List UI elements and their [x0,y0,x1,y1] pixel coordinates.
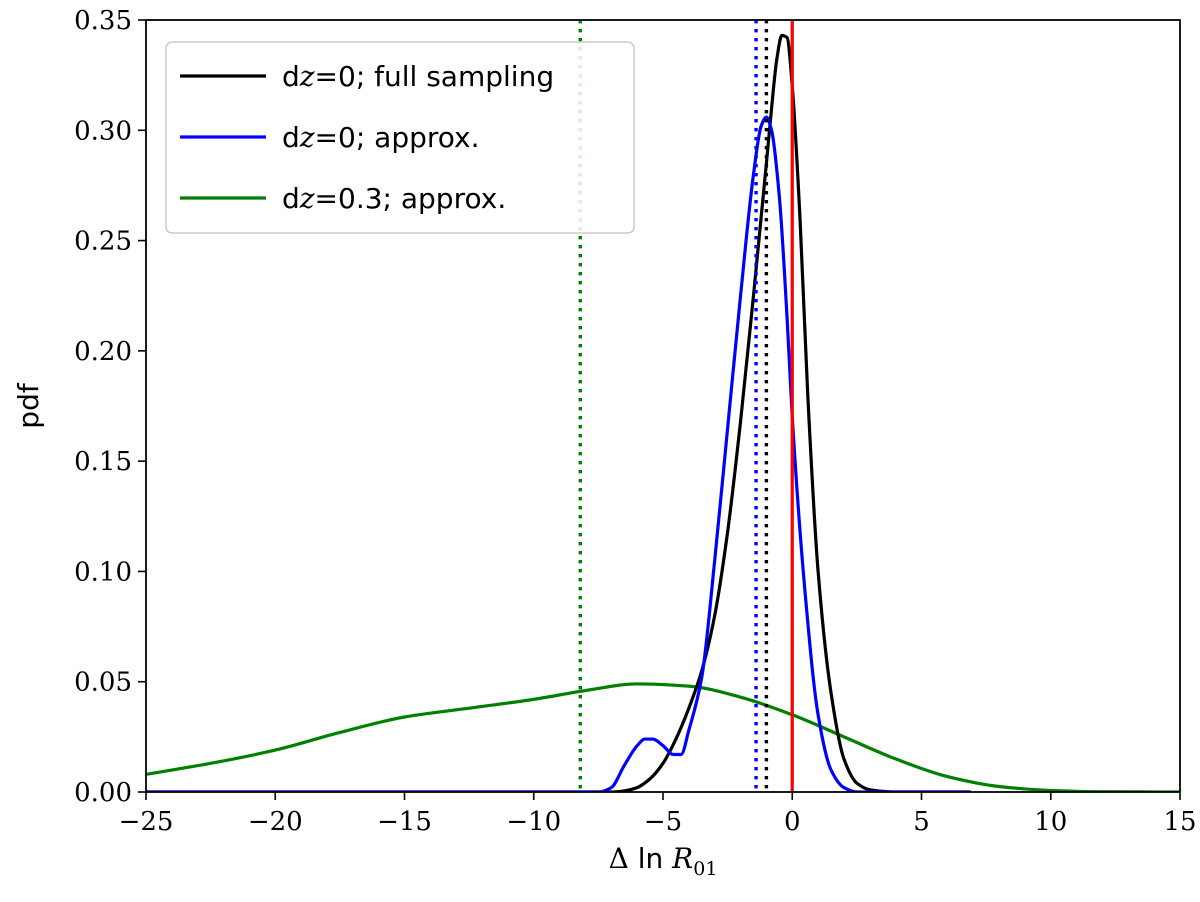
legend-label-prefix: d [282,182,300,215]
x-tick-label: −15 [377,807,432,837]
y-tick-label: 0.35 [74,6,132,36]
x-tick-label: −25 [119,807,174,837]
x-tick-label: −5 [644,807,682,837]
y-tick-label: 0.15 [74,447,132,477]
y-tick-label: 0.05 [74,668,132,698]
y-axis-label: pdf [12,382,45,429]
axes: −25 −20 −15 −10 −5 0 5 10 15 0.00 0.05 0.10 0.15 0.20… [12,6,1197,880]
x-tick-label: −10 [506,807,561,837]
y-tick-label: 0.00 [74,778,132,808]
legend-label-rest: =0; full sampling [315,60,555,93]
series-line-0 [146,33,971,792]
legend-label-var: z [299,60,315,93]
legend-label-rest: =0; approx. [315,121,480,154]
legend-label-0: dz=0; full sampling [282,60,554,93]
plot-layer [146,33,1180,792]
x-tick-label: 15 [1163,807,1196,837]
legend-label-var: z [299,182,315,215]
y-tick-label: 0.20 [74,337,132,367]
legend-label-1: dz=0; approx. [282,121,480,154]
y-tick-label: 0.25 [74,227,132,257]
y-tick-label: 0.30 [74,116,132,146]
y-tick-label: 0.10 [74,557,132,587]
x-axis-label-delta: Δ [609,842,638,875]
x-tick-label: 5 [913,807,930,837]
x-tick-label: 10 [1034,807,1067,837]
legend-label-2: dz=0.3; approx. [282,182,506,215]
series-line-2 [146,682,1180,792]
legend-box [165,41,635,234]
x-axis-label-sub: 01 [693,858,717,880]
x-axis-label-var: R [671,842,693,875]
legend-label-var: z [299,121,315,154]
legend-label-prefix: d [282,60,300,93]
legend-label-rest: =0.3; approx. [315,182,507,215]
x-axis-label-ln: ln [638,842,672,875]
x-tick-label: −20 [248,807,303,837]
x-tick-label: 0 [784,807,801,837]
legend-label-prefix: d [282,121,300,154]
x-axis-label: Δ ln R01 [609,842,718,880]
series-line-1 [146,115,971,792]
